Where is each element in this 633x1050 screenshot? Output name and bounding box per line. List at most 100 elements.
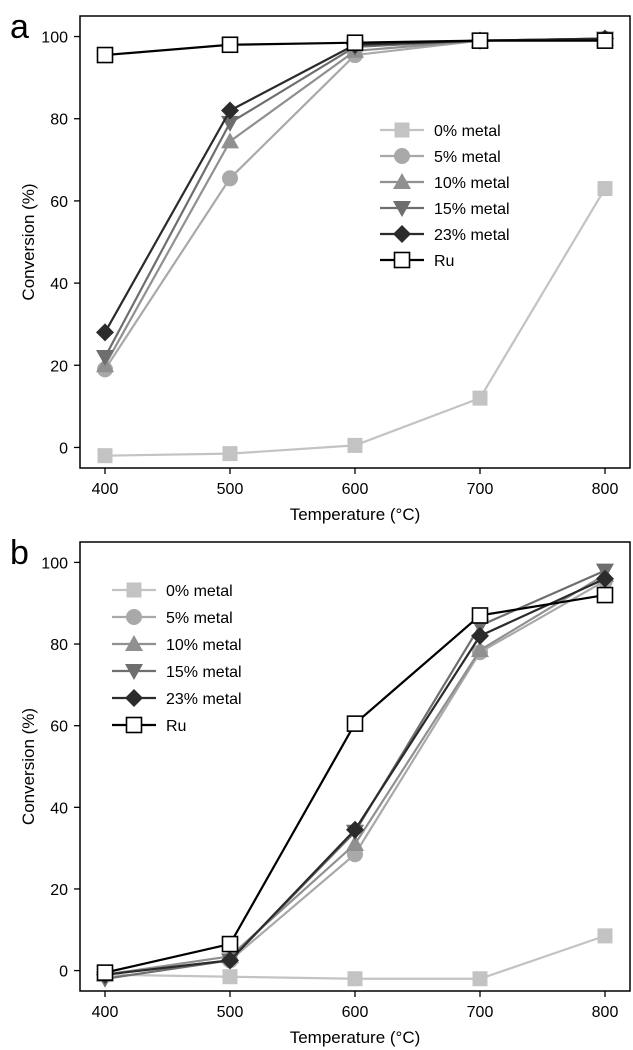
data-point xyxy=(347,971,363,987)
data-point xyxy=(596,32,614,49)
y-tick-label: 20 xyxy=(50,358,68,375)
legend-item: 5% metal xyxy=(380,148,501,166)
legend-label: 15% metal xyxy=(434,201,510,218)
legend-item: 0% metal xyxy=(380,122,501,140)
series-15-metal xyxy=(96,563,614,988)
legend-marker xyxy=(126,582,142,598)
legend-item: 23% metal xyxy=(112,689,242,708)
data-point xyxy=(471,607,489,624)
series-line xyxy=(104,573,606,976)
series-23-metal xyxy=(96,569,614,984)
x-tick-label: 400 xyxy=(92,481,119,498)
legend-item: 5% metal xyxy=(112,609,233,627)
panel-b: b 400 500 600 700 800 0 20 40 60 80 100 Temperature … xyxy=(10,534,631,1047)
data-point xyxy=(96,46,114,64)
legend-marker xyxy=(393,225,411,243)
y-tick-label: 0 xyxy=(59,440,68,457)
y-axis-label: Conversion (%) xyxy=(19,708,38,825)
series-5-metal xyxy=(97,572,613,983)
x-tick-label: 600 xyxy=(342,481,369,498)
legend-item: 15% metal xyxy=(112,664,242,681)
legend-marker xyxy=(393,201,411,217)
legend-marker xyxy=(393,173,411,189)
legend-item: Ru xyxy=(380,251,454,270)
x-axis-label: Temperature (°C) xyxy=(290,1028,421,1047)
data-point xyxy=(597,928,613,944)
legend-label: 5% metal xyxy=(434,149,501,166)
series-line xyxy=(104,188,606,457)
series-line xyxy=(104,569,606,980)
series-23-metal xyxy=(96,29,614,342)
legend-marker xyxy=(393,251,411,269)
y-tick-label: 0 xyxy=(59,964,68,981)
legend-label: Ru xyxy=(166,718,186,735)
data-point xyxy=(96,964,114,981)
x-tick-label: 800 xyxy=(592,1004,619,1021)
data-point xyxy=(221,132,239,149)
data-point xyxy=(222,969,238,985)
legend-label: 5% metal xyxy=(166,610,233,627)
legend-label: 0% metal xyxy=(166,583,233,600)
data-point xyxy=(347,437,363,453)
legend-label: 23% metal xyxy=(434,227,510,244)
panel-letter: a xyxy=(10,8,29,46)
series-15-metal xyxy=(96,31,614,367)
legend-item: Ru xyxy=(112,716,186,735)
legend-item: 10% metal xyxy=(380,173,510,192)
data-point xyxy=(346,820,364,839)
data-point xyxy=(96,323,114,342)
legend-label: Ru xyxy=(434,253,454,270)
x-tick-label: 700 xyxy=(467,481,494,498)
legend-item: 23% metal xyxy=(380,225,510,244)
x-tick-label: 700 xyxy=(467,1004,494,1021)
y-tick-label: 60 xyxy=(50,719,68,736)
x-tick-label: 800 xyxy=(592,481,619,498)
y-tick-label: 20 xyxy=(50,882,68,899)
legend-marker xyxy=(394,148,410,164)
x-tick-label: 400 xyxy=(92,1004,119,1021)
series-0-metal xyxy=(97,181,613,464)
data-point xyxy=(346,34,364,52)
data-point xyxy=(221,101,239,120)
y-axis-label: Conversion (%) xyxy=(19,183,38,300)
legend-item: 15% metal xyxy=(380,201,510,218)
legend-label: 23% metal xyxy=(166,691,242,708)
panel-letter: b xyxy=(10,534,29,572)
y-tick-label: 100 xyxy=(41,30,68,47)
data-point xyxy=(221,951,239,970)
y-tick-label: 40 xyxy=(50,276,68,293)
data-point xyxy=(597,181,613,197)
legend: 0% metal 5% metal 10% metal 15% metal 23% me… xyxy=(112,582,242,735)
data-point xyxy=(96,350,114,367)
legend-item: 0% metal xyxy=(112,582,233,600)
y-tick-label: 60 xyxy=(50,194,68,211)
legend-item: 10% metal xyxy=(112,635,242,654)
data-point xyxy=(222,446,238,462)
x-tick-label: 500 xyxy=(217,1004,244,1021)
legend-label: 0% metal xyxy=(434,123,501,140)
legend-label: 10% metal xyxy=(166,637,242,654)
y-tick-label: 80 xyxy=(50,112,68,129)
data-point xyxy=(97,448,113,464)
legend-marker xyxy=(394,122,410,138)
legend-label: 10% metal xyxy=(434,175,510,192)
legend-marker xyxy=(126,609,142,625)
plot-frame xyxy=(79,15,631,469)
data-point xyxy=(596,569,614,588)
x-tick-label: 600 xyxy=(342,1004,369,1021)
series-ru xyxy=(96,32,614,64)
legend: 0% metal 5% metal 10% metal 15% metal 23% me… xyxy=(380,122,510,270)
x-tick-label: 500 xyxy=(217,481,244,498)
series-10-metal xyxy=(96,565,614,982)
series-ru xyxy=(96,586,614,981)
legend-marker xyxy=(125,664,143,680)
y-tick-label: 40 xyxy=(50,800,68,817)
series-5-metal xyxy=(97,30,613,378)
data-point xyxy=(221,36,239,54)
series-10-metal xyxy=(96,29,614,373)
panel-a: a 400 500 600 700 800 0 20 40 60 80 100 Temperature … xyxy=(10,8,631,524)
legend-label: 15% metal xyxy=(166,664,242,681)
x-axis-label: Temperature (°C) xyxy=(290,505,421,524)
data-point xyxy=(471,32,489,49)
data-point xyxy=(471,626,489,645)
